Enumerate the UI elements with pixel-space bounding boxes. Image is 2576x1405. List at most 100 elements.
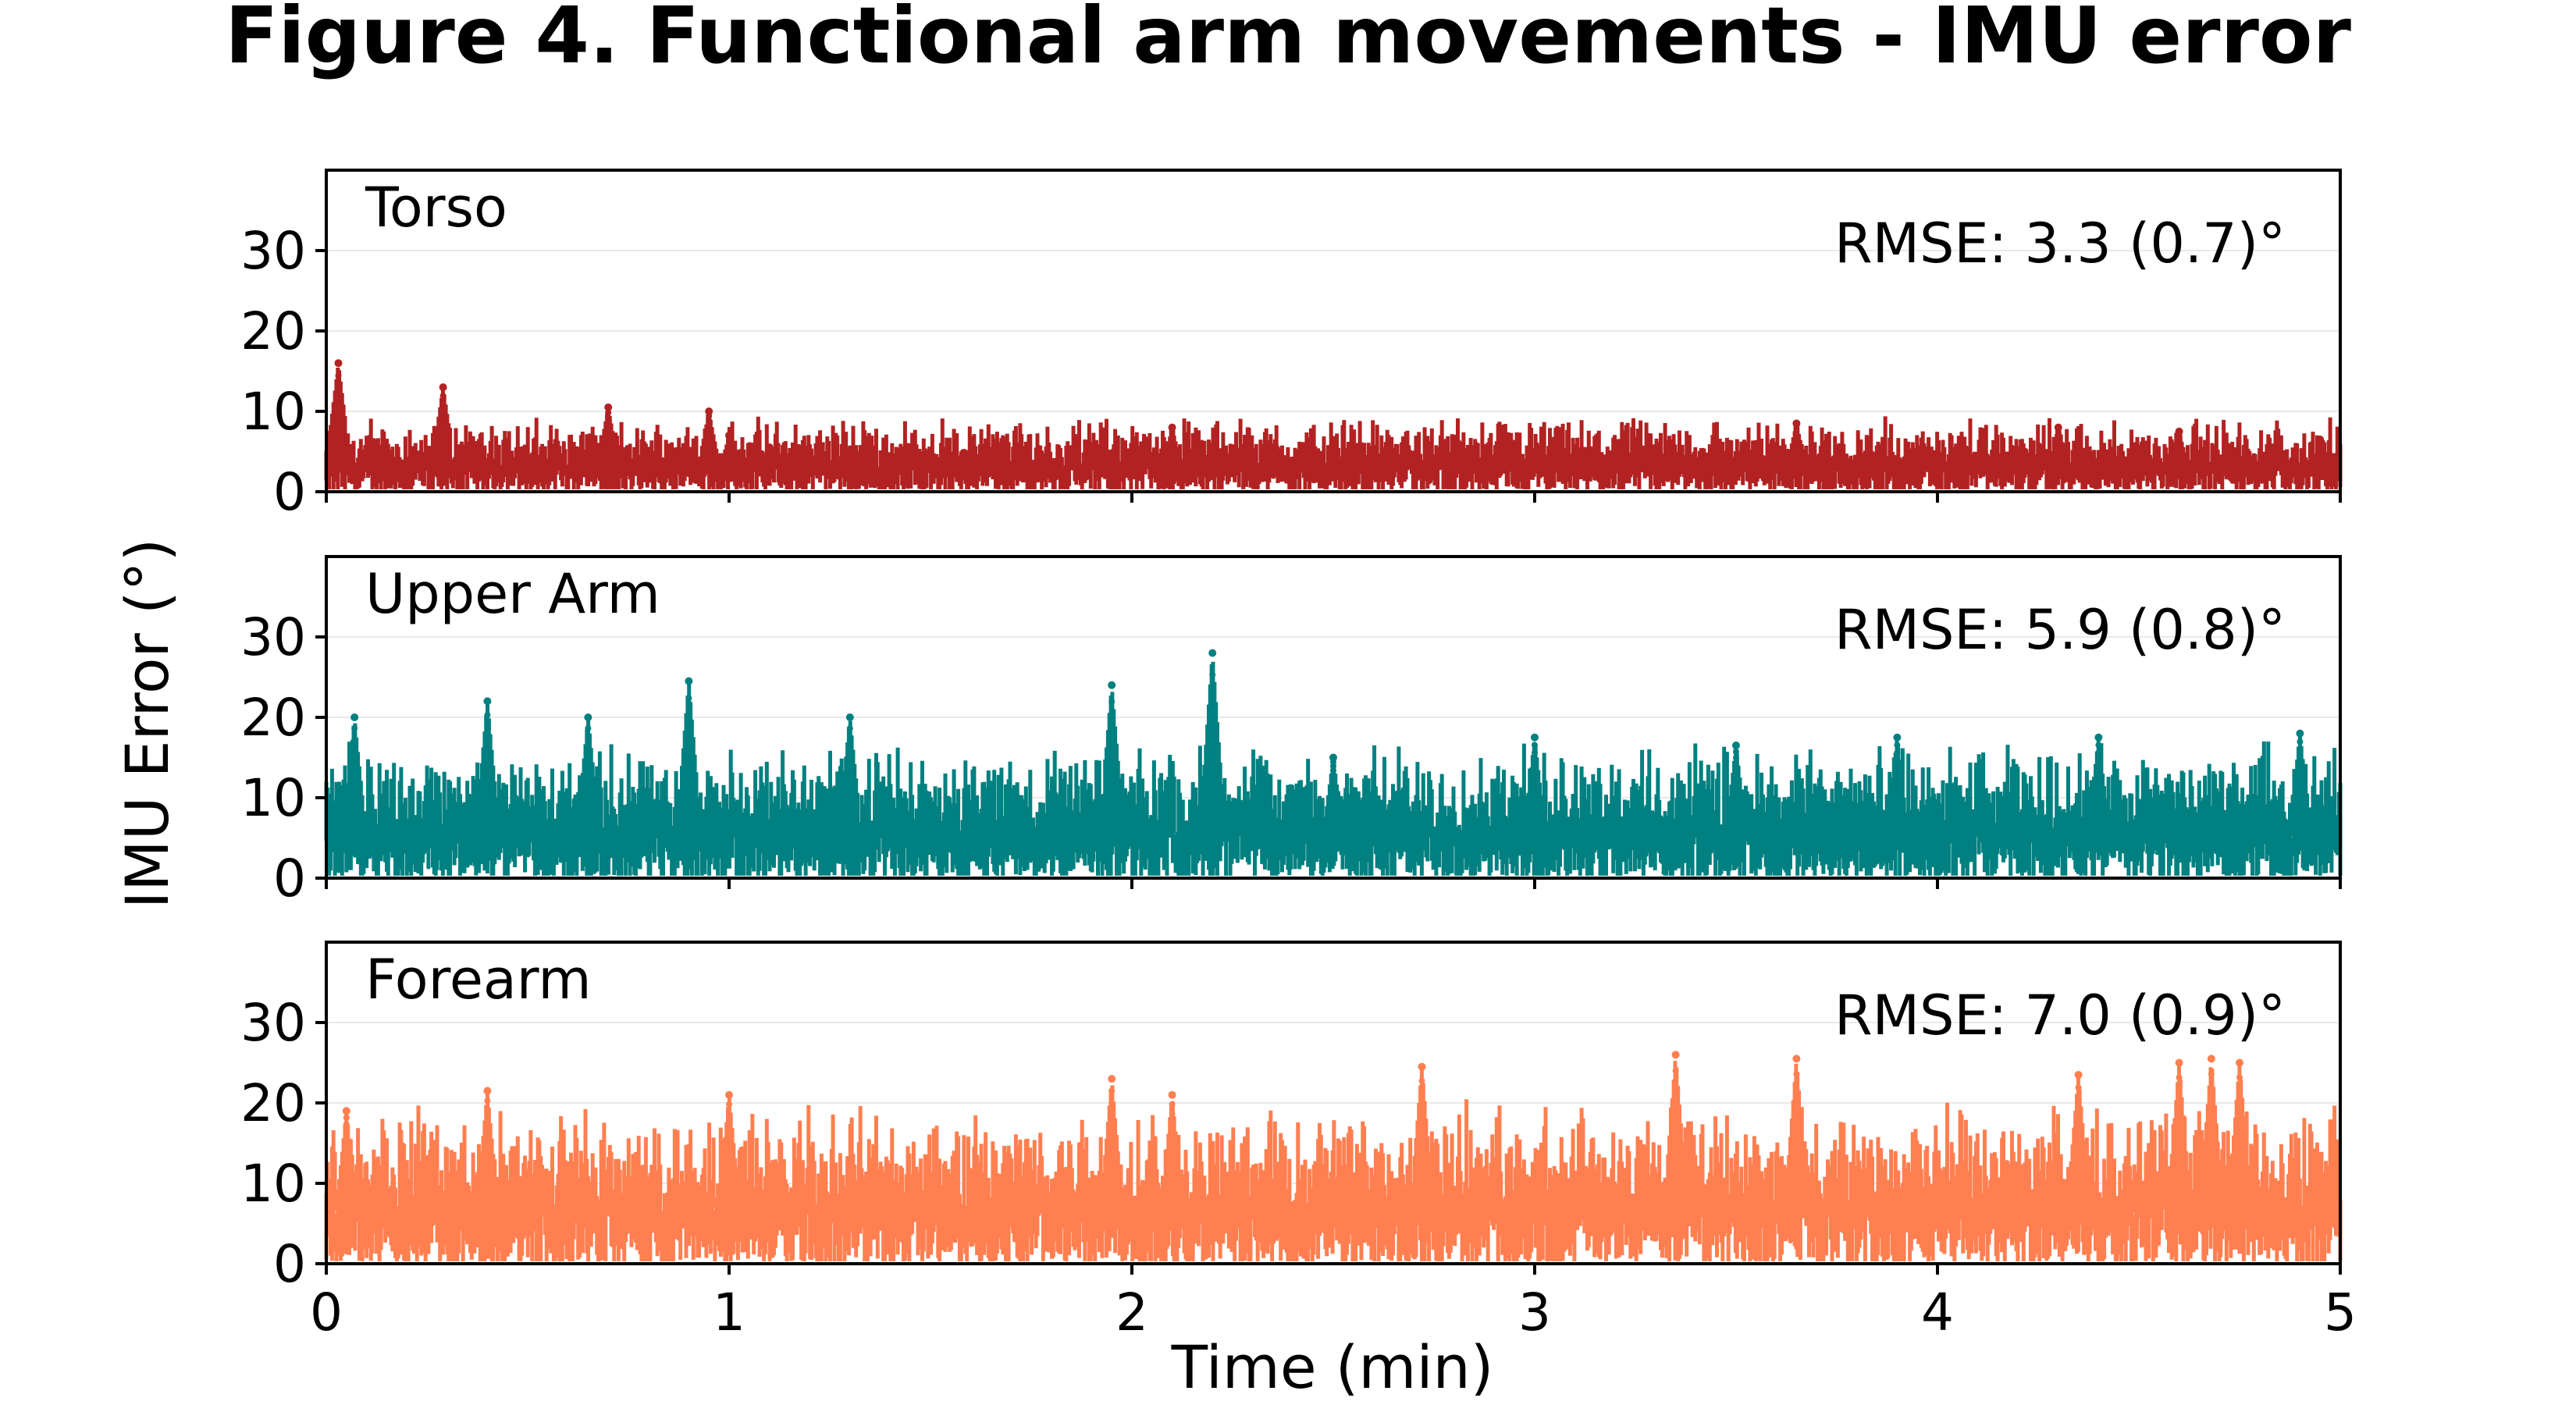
peak-point-upper-arm-10: [1893, 733, 1902, 742]
peak-stem-point-upper-arm-9-2: [1733, 755, 1739, 762]
peak-stem-point-forearm-8-3: [2075, 1109, 2082, 1116]
peak-stem-point-forearm-10-3: [2208, 1101, 2215, 1108]
peak-point-upper-arm-1: [483, 697, 492, 706]
peak-stem-point-upper-arm-1-5: [484, 766, 491, 773]
peak-stem-point-forearm-8-5: [2075, 1135, 2082, 1142]
peak-stem-point-upper-arm-8-2: [1532, 749, 1538, 756]
peak-stem-point-upper-arm-0-1: [351, 725, 358, 732]
peak-stem-point-torso-3-1: [706, 412, 713, 419]
peak-point-forearm-11: [2236, 1058, 2243, 1067]
y-tick-label-upper-arm-10: 10: [240, 768, 306, 828]
peak-stem-point-upper-arm-4-5: [846, 769, 853, 776]
panel-torso: 0 10 20 30 Torso RMSE: 3.3 (0.7)°: [240, 169, 2343, 522]
peak-point-upper-arm-2: [584, 713, 592, 721]
y-tick-label-torso-0: 0: [273, 462, 306, 522]
peak-stem-point-upper-arm-4-1: [846, 725, 853, 732]
peak-stem-point-forearm-11-3: [2236, 1104, 2243, 1111]
peak-stem-point-upper-arm-11-1: [2095, 742, 2102, 749]
peak-stem-point-upper-arm-12-5: [2297, 771, 2304, 778]
peak-stem-point-forearm-6-4: [1672, 1115, 1679, 1122]
rmse-annotation-torso: RMSE: 3.3 (0.7)°: [1834, 212, 2286, 276]
peak-stem-point-upper-arm-5-1: [1108, 698, 1115, 705]
peak-stem-point-forearm-10-1: [2208, 1071, 2215, 1078]
peak-stem-point-upper-arm-5-3: [1108, 731, 1115, 738]
peak-stem-point-forearm-8-2: [2075, 1097, 2082, 1104]
peak-stem-point-upper-arm-6-3: [1209, 715, 1216, 722]
peak-stem-point-upper-arm-8-4: [1532, 764, 1538, 771]
series-forearm: [324, 1051, 2343, 1261]
peak-stem-point-torso-2-2: [605, 414, 612, 422]
peak-stem-point-upper-arm-6-2: [1209, 693, 1216, 700]
panel-title-upper-arm: Upper Arm: [365, 562, 660, 626]
peak-stem-point-upper-arm-10-2: [1894, 749, 1901, 756]
peak-stem-point-upper-arm-1-4: [484, 752, 491, 759]
peak-stem-point-forearm-9-4: [2176, 1119, 2183, 1126]
peak-stem-point-forearm-4-5: [1169, 1138, 1176, 1145]
peak-stem-point-forearm-8-4: [2075, 1122, 2082, 1129]
peak-stem-point-upper-arm-12-3: [2297, 755, 2304, 762]
peak-stem-point-torso-3-4: [706, 426, 713, 433]
peak-stem-point-torso-0-4: [335, 410, 342, 417]
peak-stem-point-forearm-4-1: [1169, 1101, 1176, 1108]
peak-stem-point-torso-2-4: [605, 425, 612, 432]
peak-stem-point-torso-1-2: [439, 401, 447, 408]
peak-stem-point-forearm-2-3: [726, 1119, 732, 1126]
peak-stem-point-forearm-0-4: [343, 1134, 350, 1141]
peak-stem-point-forearm-4-3: [1169, 1119, 1176, 1126]
peak-stem-point-forearm-6-3: [1672, 1100, 1679, 1106]
peak-stem-point-torso-1-4: [439, 418, 447, 425]
peak-stem-point-upper-arm-10-1: [1894, 742, 1901, 749]
peak-point-torso-2: [604, 403, 613, 411]
y-tick-label-forearm-10: 10: [240, 1154, 306, 1214]
peak-stem-point-torso-3-2: [706, 417, 713, 424]
peak-stem-point-torso-0-2: [335, 385, 342, 392]
peak-point-forearm-10: [2207, 1055, 2215, 1063]
peak-stem-point-upper-arm-6-4: [1209, 736, 1216, 743]
series-upper-arm: [324, 649, 2343, 876]
peak-stem-point-forearm-1-4: [484, 1128, 491, 1135]
peak-stem-point-forearm-2-5: [726, 1138, 732, 1145]
peak-point-forearm-2: [725, 1090, 733, 1099]
peak-point-torso-3: [705, 407, 713, 415]
peak-point-forearm-1: [483, 1087, 492, 1095]
peak-stem-point-upper-arm-8-3: [1532, 757, 1538, 764]
y-tick-label-forearm-30: 30: [240, 993, 306, 1053]
peak-stem-point-upper-arm-5-4: [1108, 747, 1115, 754]
peak-stem-point-torso-2-3: [605, 419, 612, 426]
peak-stem-point-forearm-0-5: [343, 1141, 350, 1148]
peak-stem-point-upper-arm-2-5: [585, 769, 592, 776]
peak-point-forearm-9: [2175, 1058, 2183, 1067]
peak-stem-point-forearm-9-2: [2176, 1089, 2183, 1096]
peak-stem-point-forearm-0-1: [343, 1114, 350, 1121]
peak-point-upper-arm-3: [685, 677, 693, 685]
peak-stem-point-forearm-7-4: [1793, 1117, 1800, 1124]
peak-stem-point-torso-2-5: [605, 430, 612, 437]
peak-stem-point-torso-8-5: [2176, 434, 2183, 441]
peak-stem-point-upper-arm-10-4: [1894, 764, 1901, 771]
peak-stem-point-torso-1-5: [439, 427, 447, 434]
peak-stem-point-forearm-7-1: [1793, 1071, 1800, 1078]
peak-point-forearm-8: [2074, 1070, 2083, 1079]
peak-stem-point-forearm-9-1: [2176, 1074, 2183, 1081]
x-tick-label-2: 2: [1115, 1282, 1148, 1343]
panel-upper-arm: 0 10 20 30 Upper Arm RMSE: 5.9 (0.8)°: [240, 555, 2343, 909]
peak-point-upper-arm-5: [1108, 681, 1116, 689]
peak-stem-point-forearm-3-3: [1108, 1112, 1115, 1119]
peak-point-forearm-0: [342, 1107, 350, 1115]
y-tick-label-torso-30: 30: [240, 221, 306, 281]
peak-stem-point-upper-arm-1-3: [484, 738, 491, 745]
peak-stem-point-forearm-0-2: [343, 1121, 350, 1128]
peak-stem-point-forearm-11-4: [2236, 1119, 2243, 1126]
peak-stem-point-forearm-5-5: [1418, 1133, 1425, 1140]
peak-stem-point-forearm-1-1: [484, 1097, 491, 1104]
x-tick-label-5: 5: [2324, 1282, 2357, 1343]
peak-stem-point-torso-1-1: [439, 393, 447, 400]
y-tick-label-torso-20: 20: [240, 301, 306, 361]
peak-stem-point-upper-arm-3-3: [685, 729, 692, 736]
peak-point-forearm-7: [1792, 1055, 1801, 1063]
y-tick-label-torso-10: 10: [240, 382, 306, 442]
peak-stem-point-torso-0-1: [335, 372, 342, 379]
peak-stem-point-upper-arm-1-1: [484, 711, 491, 718]
